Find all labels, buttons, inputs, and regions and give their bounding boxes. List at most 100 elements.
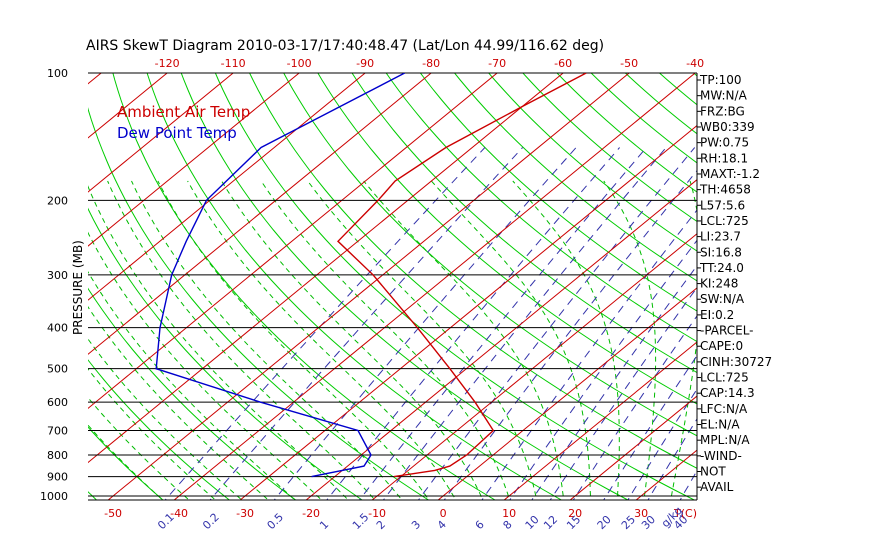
pressure-tick-label: 300 — [47, 269, 68, 282]
bottom-temp-tick-label: 10 — [502, 507, 516, 520]
dry-adiabat-line — [658, 73, 697, 106]
bottom-temp-tick-label: 30 — [634, 507, 648, 520]
mixing-ratio-tick-label: 4 — [435, 518, 449, 532]
dry-adiabat-line — [88, 426, 164, 500]
mixing-ratio-tick-label: 0.2 — [200, 511, 222, 533]
bottom-temp-tick-label: -20 — [302, 507, 320, 520]
dry-adiabat-line — [146, 73, 563, 500]
dry-adiabat-line — [88, 287, 297, 500]
side-panel-item: MW:N/A — [700, 89, 748, 103]
side-panel-item: WB0:339 — [700, 120, 755, 134]
moist-adiabat-line — [88, 396, 190, 500]
pressure-tick-label: 500 — [47, 363, 68, 376]
pressure-tick-label: 200 — [47, 194, 68, 207]
pressure-tick-label: 1000 — [40, 490, 68, 503]
side-panel-item: LCL:725 — [700, 371, 749, 385]
legend: Ambient Air Temp Dew Point Temp — [117, 103, 250, 142]
pressure-tick-label: 700 — [47, 424, 68, 437]
dry-adiabat-line — [283, 73, 697, 437]
side-panel-item: EI:0.2 — [700, 308, 734, 322]
mixing-ratio-line — [209, 147, 523, 500]
side-panel-item: PW:0.75 — [700, 136, 749, 150]
dry-adiabat-line — [88, 359, 231, 500]
dry-adiabat-line — [779, 60, 870, 510]
dry-adiabat-line — [180, 73, 629, 500]
side-panel-item: LCL:725 — [700, 214, 749, 228]
moist-adiabat-line — [603, 180, 657, 500]
side-panel-item: CINH:30727 — [700, 355, 772, 369]
mixing-ratio-line — [647, 418, 697, 500]
side-panel-item: CAPE:0 — [700, 339, 743, 353]
bottom-temp-tick-label: -50 — [104, 507, 122, 520]
side-panel-item: MPL:N/A — [700, 433, 750, 447]
mixing-ratio-tick-label: 12 — [541, 513, 560, 532]
side-panel-item: -PARCEL- — [700, 324, 754, 338]
chart-title: AIRS SkewT Diagram 2010-03-17/17:40:48.4… — [86, 38, 604, 54]
side-panel-item: SI:16.8 — [700, 245, 742, 259]
dry-adiabat-line — [746, 60, 870, 510]
mixing-ratio-tick-label: 2 — [374, 518, 388, 532]
side-panel-item: TH:4658 — [699, 183, 751, 197]
side-panel-item: AVAIL — [700, 480, 734, 494]
mixing-ratio-tick-label: 10 — [523, 513, 542, 532]
side-panel-item: EL:N/A — [700, 418, 740, 432]
isobar-layer — [88, 72, 698, 501]
dry-adiabat-line — [556, 73, 697, 193]
top-temp-tick-label: -120 — [155, 57, 180, 70]
bottom-temp-tick-label: -30 — [236, 507, 254, 520]
moist-adiabat-line — [670, 180, 697, 500]
top-temp-tick-label: -40 — [686, 57, 704, 70]
y-axis-label: PRESSURE (MB) — [71, 240, 85, 335]
moist-adiabat-line — [88, 231, 323, 500]
bottom-temp-tick-label: -10 — [368, 507, 386, 520]
top-temp-tick-label: -70 — [488, 57, 506, 70]
dry-adiabat-line — [522, 73, 697, 223]
isotherm-line — [437, 287, 697, 500]
side-panel-item: NOT — [700, 465, 726, 479]
isotherm-line — [503, 341, 697, 500]
bottom-temp-tick-label: 0 — [440, 507, 447, 520]
legend-air-temp: Ambient Air Temp — [117, 103, 250, 121]
isotherm-line — [88, 73, 168, 139]
moist-adiabat-line — [88, 338, 243, 500]
side-panel-item: TT:24.0 — [699, 261, 744, 275]
dry-adiabat-line — [88, 207, 363, 500]
top-temp-tick-label: -50 — [620, 57, 638, 70]
side-panel-item: -WIND- — [700, 449, 742, 463]
side-panel-item: L57:5.6 — [700, 198, 745, 212]
temp-unit-label: T(C) — [673, 507, 697, 520]
pressure-tick-label: 800 — [47, 449, 68, 462]
top-temp-tick-label: -110 — [221, 57, 246, 70]
pressure-tick-label: 100 — [47, 67, 68, 80]
legend-dew-point: Dew Point Temp — [117, 124, 237, 142]
bottom-temp-tick-label: -40 — [170, 507, 188, 520]
moist-adiabat-line — [512, 180, 620, 500]
dry-adiabat-line — [317, 73, 697, 405]
dry-adiabat-line — [88, 107, 430, 500]
mixing-ratio-line — [443, 169, 697, 500]
moist-adiabat-line — [88, 368, 217, 500]
moist-adiabat-line — [157, 180, 430, 500]
moist-adiabat-line — [260, 180, 511, 500]
pressure-tick-label: 600 — [47, 396, 68, 409]
air-temp-profile — [337, 73, 587, 478]
side-panel-item: TP:100 — [699, 73, 742, 87]
moist-adiabat-line — [107, 180, 376, 500]
mixing-ratio-tick-label: 3 — [409, 518, 423, 532]
moist-adiabat-line — [88, 185, 349, 500]
side-panel-item: RH:18.1 — [700, 151, 748, 165]
mixing-ratio-tick-label: 1 — [317, 518, 331, 532]
dew-point-profile — [155, 73, 406, 478]
dry-adiabat-line — [419, 73, 697, 312]
side-panel-item: MAXT:-1.2 — [700, 167, 760, 181]
moist-adiabat-line — [431, 180, 591, 500]
dry-adiabat-line — [88, 491, 98, 500]
top-temp-tick-label: -60 — [554, 57, 572, 70]
dry-adiabat-line — [112, 73, 496, 500]
dry-adiabat-line — [488, 73, 697, 252]
bottom-temp-tick-label: 20 — [568, 507, 582, 520]
side-panel-item: KI:248 — [700, 277, 738, 291]
